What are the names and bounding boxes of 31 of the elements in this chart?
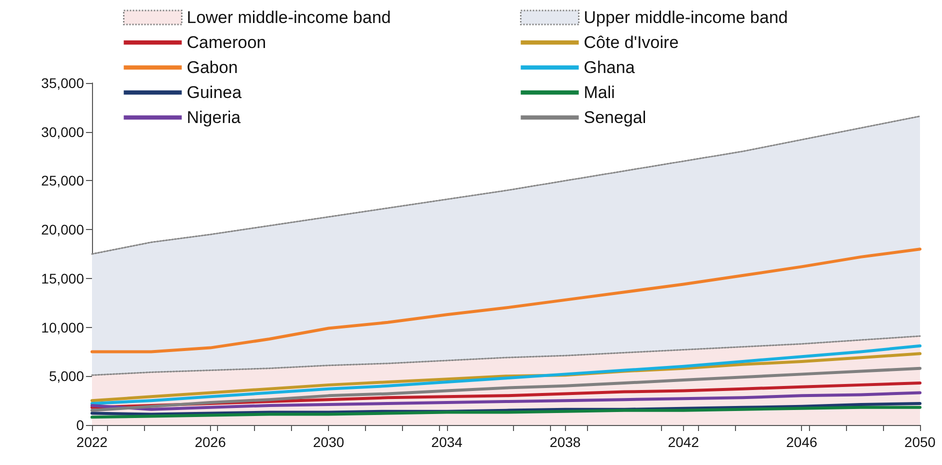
y-tick-label: 20,000 [41,222,84,238]
line-series [90,391,922,411]
y-tick-label: 30,000 [41,124,84,140]
legend-label: Senegal [584,108,646,127]
y-tick-label: 35,000 [41,75,84,91]
y-tick-label: 10,000 [41,319,84,336]
legend-label: Lower middle-income band [186,8,391,27]
line-series [90,366,922,412]
legend-label: Nigeria [186,108,242,127]
x-tick-label: 2026 [194,434,226,450]
legend-label: Guinea [186,83,242,102]
y-tick-label: 25,000 [41,172,84,189]
line-series [90,406,922,419]
legend-label: Upper middle-income band [584,8,788,27]
legend-label: Mali [584,83,615,102]
y-tick-label: 5,000 [48,368,84,384]
y-tick-label: 15,000 [41,270,84,286]
line-series [90,344,922,406]
x-tick-label: 2046 [786,434,818,450]
x-tick-label: 2030 [312,434,344,450]
y-tick-label: 0 [76,417,84,433]
x-tick-label: 2050 [904,434,936,450]
legend-label: Gabon [186,58,238,77]
legend-label: Côte d'Ivoire [584,33,679,52]
legend-label: Ghana [584,58,636,77]
x-tick-label: 2042 [668,434,700,450]
x-tick-label: 2034 [431,434,463,450]
x-tick-label: 2022 [76,434,108,450]
line-series [90,248,922,354]
legend-label: Cameroon [186,33,266,52]
x-tick-label: 2038 [550,434,581,450]
